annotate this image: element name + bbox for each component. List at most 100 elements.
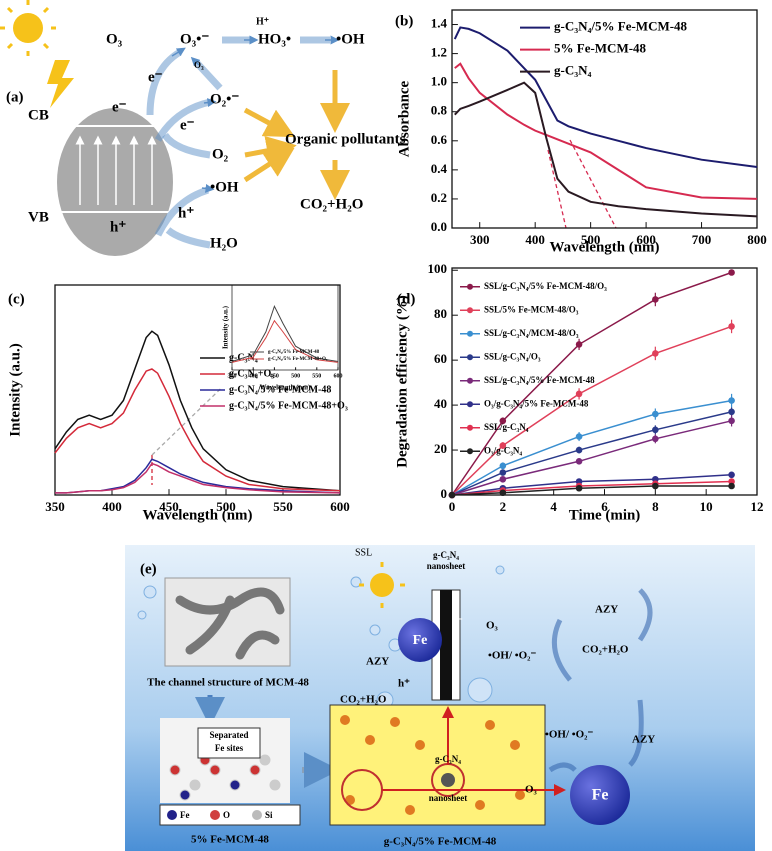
y-tick-label: 80 [434,306,447,321]
si-dot [252,810,262,820]
y-axis-label: Intensity (a.u.) [7,343,23,436]
data-line [453,26,758,168]
label: nanosheet [429,793,468,803]
label: Fe [180,810,190,820]
label: •OH/ •O₂⁻ [545,729,593,741]
label-box [197,727,261,759]
x-tick-label: 2 [500,499,507,514]
legend-label: SSL/g-C₃N₄ [484,422,529,432]
y-tick-label: 1.4 [431,16,448,31]
label: O₃ [106,31,123,47]
x-axis-label: Wavelength (nm) [550,239,660,255]
legend-marker [467,354,473,361]
data-point [499,417,507,425]
x-tick-label: 500 [216,499,236,514]
semiconductor [57,108,173,256]
y-axis-label: Absorbance [396,80,412,157]
data-point [448,491,456,499]
label: CO₂+H₂O [300,196,363,212]
legend-label: g-C₃N₄/5% Fe-MCM-48 [229,384,331,395]
x-axis-label: Wavelength (nm) [143,507,253,523]
y-tick-label: 1.0 [431,74,447,89]
legend-label: SSL/g-C₃N₄/5% Fe-MCM-48 [484,375,595,385]
data-point [728,482,735,490]
yellow-arrows [243,70,350,200]
data-point [652,296,659,303]
data-point [728,323,735,330]
x-tick-label: 400 [102,499,122,514]
x-tick-label: 450 [159,499,179,514]
x-tick-label: 500 [291,373,300,379]
x-tick-label: 600 [636,232,656,247]
label: •OH [336,31,365,47]
panel-label: (b) [395,13,413,29]
legend-label: g-C₃N₄/5% Fe-MCM-48 [268,350,320,355]
label: AZY [632,734,655,746]
data-point [575,433,583,440]
panel-label: (c) [8,291,25,307]
fe-atom [441,773,455,787]
data-line [55,462,341,494]
fe-ion [570,765,630,825]
y-tick-label: 20 [434,441,447,456]
data-point [499,462,507,470]
label: •OH/ •O₂⁻ [488,650,536,662]
x-tick-label: 600 [334,373,343,379]
legend-label: g-C₃N₄/5% Fe-MCM-48 [554,19,688,34]
label: nanosheet [427,561,466,571]
x-tick-label: 4 [550,499,557,514]
legend-label: SSL/5% Fe-MCM-48/O₃ [484,304,579,314]
x-tick-label: 12 [751,499,764,514]
nanosheet-core [440,590,452,700]
x-tick-label: 700 [692,232,712,247]
legend-label: SSL/g-C₃N₄/O₃ [484,351,541,361]
legend-marker [467,424,473,431]
y-tick-label: 0 [441,486,448,501]
label: CB [28,107,49,123]
data-point [575,341,583,348]
y-tick-label: 100 [428,261,448,276]
label: •OH [210,179,239,195]
data-point [499,469,507,476]
label: h⁺ [178,205,194,221]
label: HO₃• [258,31,291,47]
panel-a: (a) CB e⁻ VB h⁺ O₃ e⁻ O₃•⁻ H⁺ HO₃• •OH O… [0,0,406,256]
data-point [728,408,735,416]
y-axis-label: Intensity (a.u.) [223,306,230,349]
legend-box [159,804,301,826]
data-line [231,304,339,362]
data-point [499,475,507,483]
y-tick-label: 0.8 [431,103,448,118]
legend-label: SSL/g-C₃N₄/MCM-48/O₃ [484,328,579,338]
label: O₂ [212,146,229,162]
label: Fe [413,633,428,648]
label: g-C₃N₄ [433,550,459,560]
y-axis-label: Degradation efficiency (%) [394,295,410,468]
legend-label: g-C₃N₄/5% Fe-MCM-48+O₃ [229,400,348,411]
bubbles [137,565,505,709]
legend-label: O₃/g-C₃N₄ [484,445,522,455]
fe-dot [167,810,177,820]
legend-marker [467,377,473,384]
data-point [728,397,735,404]
label: Organic pollutants [285,131,406,147]
label: H₂O [210,235,238,251]
label: Fe sites [215,743,244,753]
label: O₃ [486,620,499,632]
x-tick-label: 8 [652,499,659,514]
excitation-arrows [75,135,157,205]
label: Si [265,810,273,820]
label: g-C₃N₄ [435,754,461,764]
cycle-arrows [548,588,653,773]
data-line [454,81,758,218]
legend-label: g-C₃N₄/5% Fe-MCM-48+O₃ [268,357,328,362]
data-point [652,426,659,434]
legend-marker [467,307,473,314]
x-tick-label: 300 [470,232,490,247]
data-point [575,457,583,465]
data-point [652,410,659,418]
x-tick-label: 450 [270,373,279,379]
x-tick-label: 0 [449,499,456,514]
label: O₂•⁻ [210,91,239,107]
